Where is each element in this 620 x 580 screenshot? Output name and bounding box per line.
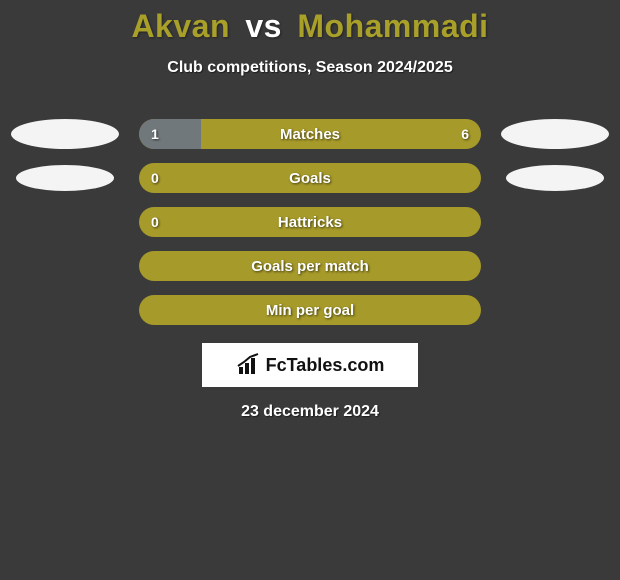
player2-ellipse [501, 119, 609, 149]
stat-bar: 16Matches [139, 119, 481, 149]
stat-row: Goals per match [0, 251, 620, 281]
stat-label: Goals [139, 163, 481, 193]
comparison-title: Akvan vs Mohammadi [0, 0, 620, 45]
player1-ellipse [11, 119, 119, 149]
stat-label: Matches [139, 119, 481, 149]
player1-name: Akvan [131, 8, 230, 44]
date-text: 23 december 2024 [0, 403, 620, 421]
left-ellipse-slot [9, 119, 121, 149]
player1-ellipse [16, 165, 114, 191]
stat-label: Min per goal [139, 295, 481, 325]
stat-label: Goals per match [139, 251, 481, 281]
stat-row: Min per goal [0, 295, 620, 325]
right-ellipse-slot [499, 165, 611, 191]
stat-row: 16Matches [0, 119, 620, 149]
stat-rows: 16Matches 0Goals 0Hattricks Goals per match… [0, 119, 620, 325]
brand-box: FcTables.com [202, 343, 418, 387]
stat-row: 0Goals [0, 163, 620, 193]
left-ellipse-slot [9, 165, 121, 191]
brand-text: FcTables.com [266, 355, 385, 376]
stat-bar: 0Goals [139, 163, 481, 193]
stat-bar: Min per goal [139, 295, 481, 325]
right-ellipse-slot [499, 119, 611, 149]
stat-label: Hattricks [139, 207, 481, 237]
player2-name: Mohammadi [297, 8, 488, 44]
brand-chart-icon [236, 353, 260, 377]
stat-bar: 0Hattricks [139, 207, 481, 237]
player2-ellipse [506, 165, 604, 191]
stat-bar: Goals per match [139, 251, 481, 281]
stat-row: 0Hattricks [0, 207, 620, 237]
vs-text: vs [245, 8, 282, 44]
subtitle: Club competitions, Season 2024/2025 [0, 59, 620, 77]
